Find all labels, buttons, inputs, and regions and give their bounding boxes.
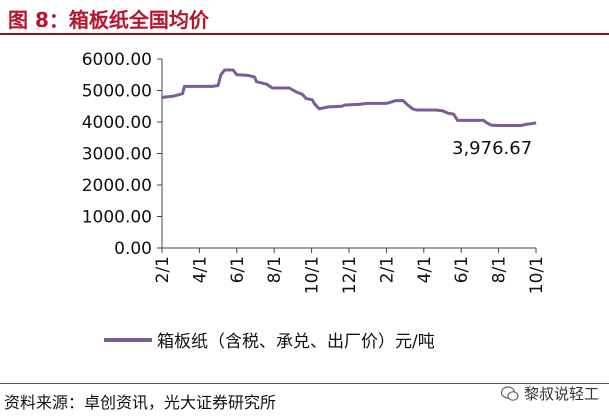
y-tick-label: 0.00	[114, 239, 152, 259]
x-tick-label: 6/1	[452, 256, 472, 283]
x-tick-label: 2/1	[377, 256, 397, 283]
x-tick-label: 8/1	[265, 256, 285, 283]
y-axis: 0.00 1000.00 2000.00 3000.00 4000.00 5000.00 6…	[82, 50, 163, 259]
y-tick-label: 1000.00	[82, 208, 152, 228]
title-divider	[0, 33, 609, 35]
series-line	[161, 68, 537, 127]
x-tick-label: 2/1	[153, 256, 173, 283]
last-value-label: 3,976.67	[452, 138, 532, 159]
figure-title: 图 8：箱板纸全国均价	[8, 8, 209, 32]
x-tick-label: 8/1	[490, 256, 510, 283]
x-tick-label: 10/1	[527, 256, 547, 294]
watermark-text: 黎叔说轻工	[523, 385, 599, 403]
x-tick-label: 6/1	[228, 256, 248, 283]
footer-divider	[0, 383, 609, 384]
y-tick-label: 3000.00	[82, 145, 152, 165]
wechat-icon	[500, 385, 519, 401]
source-note: 资料来源：卓创资讯，光大证券研究所	[4, 393, 277, 412]
legend: 箱板纸（含税、承兑、出厂价）元/吨	[104, 332, 435, 352]
x-tick-label: 4/1	[190, 256, 210, 283]
x-axis: 2/1 4/1 6/1 8/1 10/1 12/1 2/1 4/1 6/1 8/1 10/1	[153, 247, 547, 294]
y-tick-label: 6000.00	[82, 50, 152, 70]
y-tick-label: 5000.00	[82, 82, 152, 102]
plot-area: 3,976.67	[161, 68, 537, 159]
x-tick-label: 4/1	[415, 256, 435, 283]
legend-label: 箱板纸（含税、承兑、出厂价）元/吨	[157, 332, 435, 352]
x-tick-label: 10/1	[303, 256, 323, 294]
watermark: 黎叔说轻工	[500, 383, 599, 404]
x-tick-label: 12/1	[340, 256, 360, 294]
y-tick-label: 2000.00	[82, 176, 152, 196]
line-chart: 0.00 1000.00 2000.00 3000.00 4000.00 5000.00 6…	[82, 50, 547, 352]
y-tick-label: 4000.00	[82, 113, 152, 133]
